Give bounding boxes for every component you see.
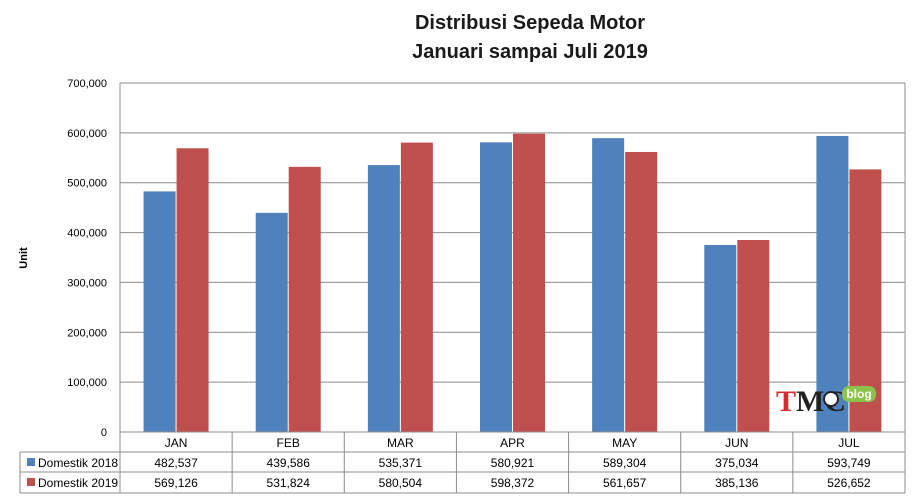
legend-swatch: [27, 478, 35, 486]
logo-gear-icon: [823, 391, 839, 407]
data-label: 482,537: [154, 456, 198, 470]
x-tick-label: JUN: [725, 436, 748, 450]
data-label: 589,304: [603, 456, 647, 470]
x-tick-label: FEB: [277, 436, 300, 450]
bar-domestik-2018-apr: [480, 142, 512, 432]
logo-badge: [842, 386, 876, 402]
y-tick-label: 300,000: [67, 277, 107, 289]
bar-domestik-2019-jan: [176, 148, 209, 432]
data-label: 580,504: [379, 476, 423, 490]
bar-domestik-2018-jun: [704, 245, 737, 432]
bar-domestik-2018-feb: [255, 212, 288, 432]
bars: [143, 133, 882, 433]
bar-domestik-2019-apr: [513, 133, 545, 432]
y-tick-label: 700,000: [67, 78, 107, 90]
chart-title: Distribusi Sepeda Motor: [415, 12, 645, 34]
legend-label: Domestik 2019: [38, 476, 118, 490]
bar-domestik-2018-jul: [816, 135, 849, 433]
legend-label: Domestik 2018: [38, 456, 118, 470]
x-tick-label: MAR: [387, 436, 414, 450]
chart-subtitle: Januari sampai Juli 2019: [412, 41, 648, 63]
data-table: JAN FEB MAR APR MAY JUN JUL Domestik 2018 482,53…: [19, 431, 906, 494]
y-tick-label: 600,000: [67, 128, 107, 140]
data-label: 531,824: [267, 476, 311, 490]
x-tick-label: JAN: [165, 436, 188, 450]
gridlines: [119, 82, 906, 433]
bar-domestik-2018-mar: [367, 165, 400, 432]
bar-domestik-2018-jan: [143, 191, 176, 432]
bar-domestik-2019-jun: [737, 239, 770, 432]
data-label: 593,749: [827, 456, 871, 470]
y-tick-label: 500,000: [67, 178, 107, 190]
data-label: 375,034: [715, 456, 759, 470]
data-label: 439,586: [267, 456, 311, 470]
y-tick-labels: 0 100,000 200,000 300,000 400,000 500,000 600,…: [67, 78, 107, 439]
tmc-blog-logo: TMC blog: [776, 385, 876, 418]
data-label: 598,372: [491, 476, 535, 490]
logo-t: T: [776, 385, 796, 418]
data-label: 526,652: [827, 476, 871, 490]
bar-domestik-2019-may: [625, 151, 658, 432]
data-label: 385,136: [715, 476, 759, 490]
y-tick-label: 400,000: [67, 228, 107, 240]
y-tick-label: 200,000: [67, 327, 107, 339]
bar-domestik-2018-may: [592, 138, 625, 432]
data-label: 569,126: [154, 476, 198, 490]
logo-badge-text: blog: [846, 387, 871, 401]
data-label: 535,371: [379, 456, 423, 470]
y-tick-label: 100,000: [67, 377, 107, 389]
y-tick-label: 0: [101, 427, 107, 439]
bar-domestik-2019-feb: [288, 166, 321, 432]
data-label: 561,657: [603, 476, 647, 490]
legend-swatch: [27, 458, 35, 466]
y-axis-label: Unit: [18, 247, 30, 269]
bar-domestik-2019-mar: [400, 142, 433, 433]
x-tick-label: JUL: [838, 436, 860, 450]
data-label: 580,921: [491, 456, 535, 470]
x-tick-label: APR: [500, 436, 525, 450]
x-tick-label: MAY: [612, 436, 637, 450]
